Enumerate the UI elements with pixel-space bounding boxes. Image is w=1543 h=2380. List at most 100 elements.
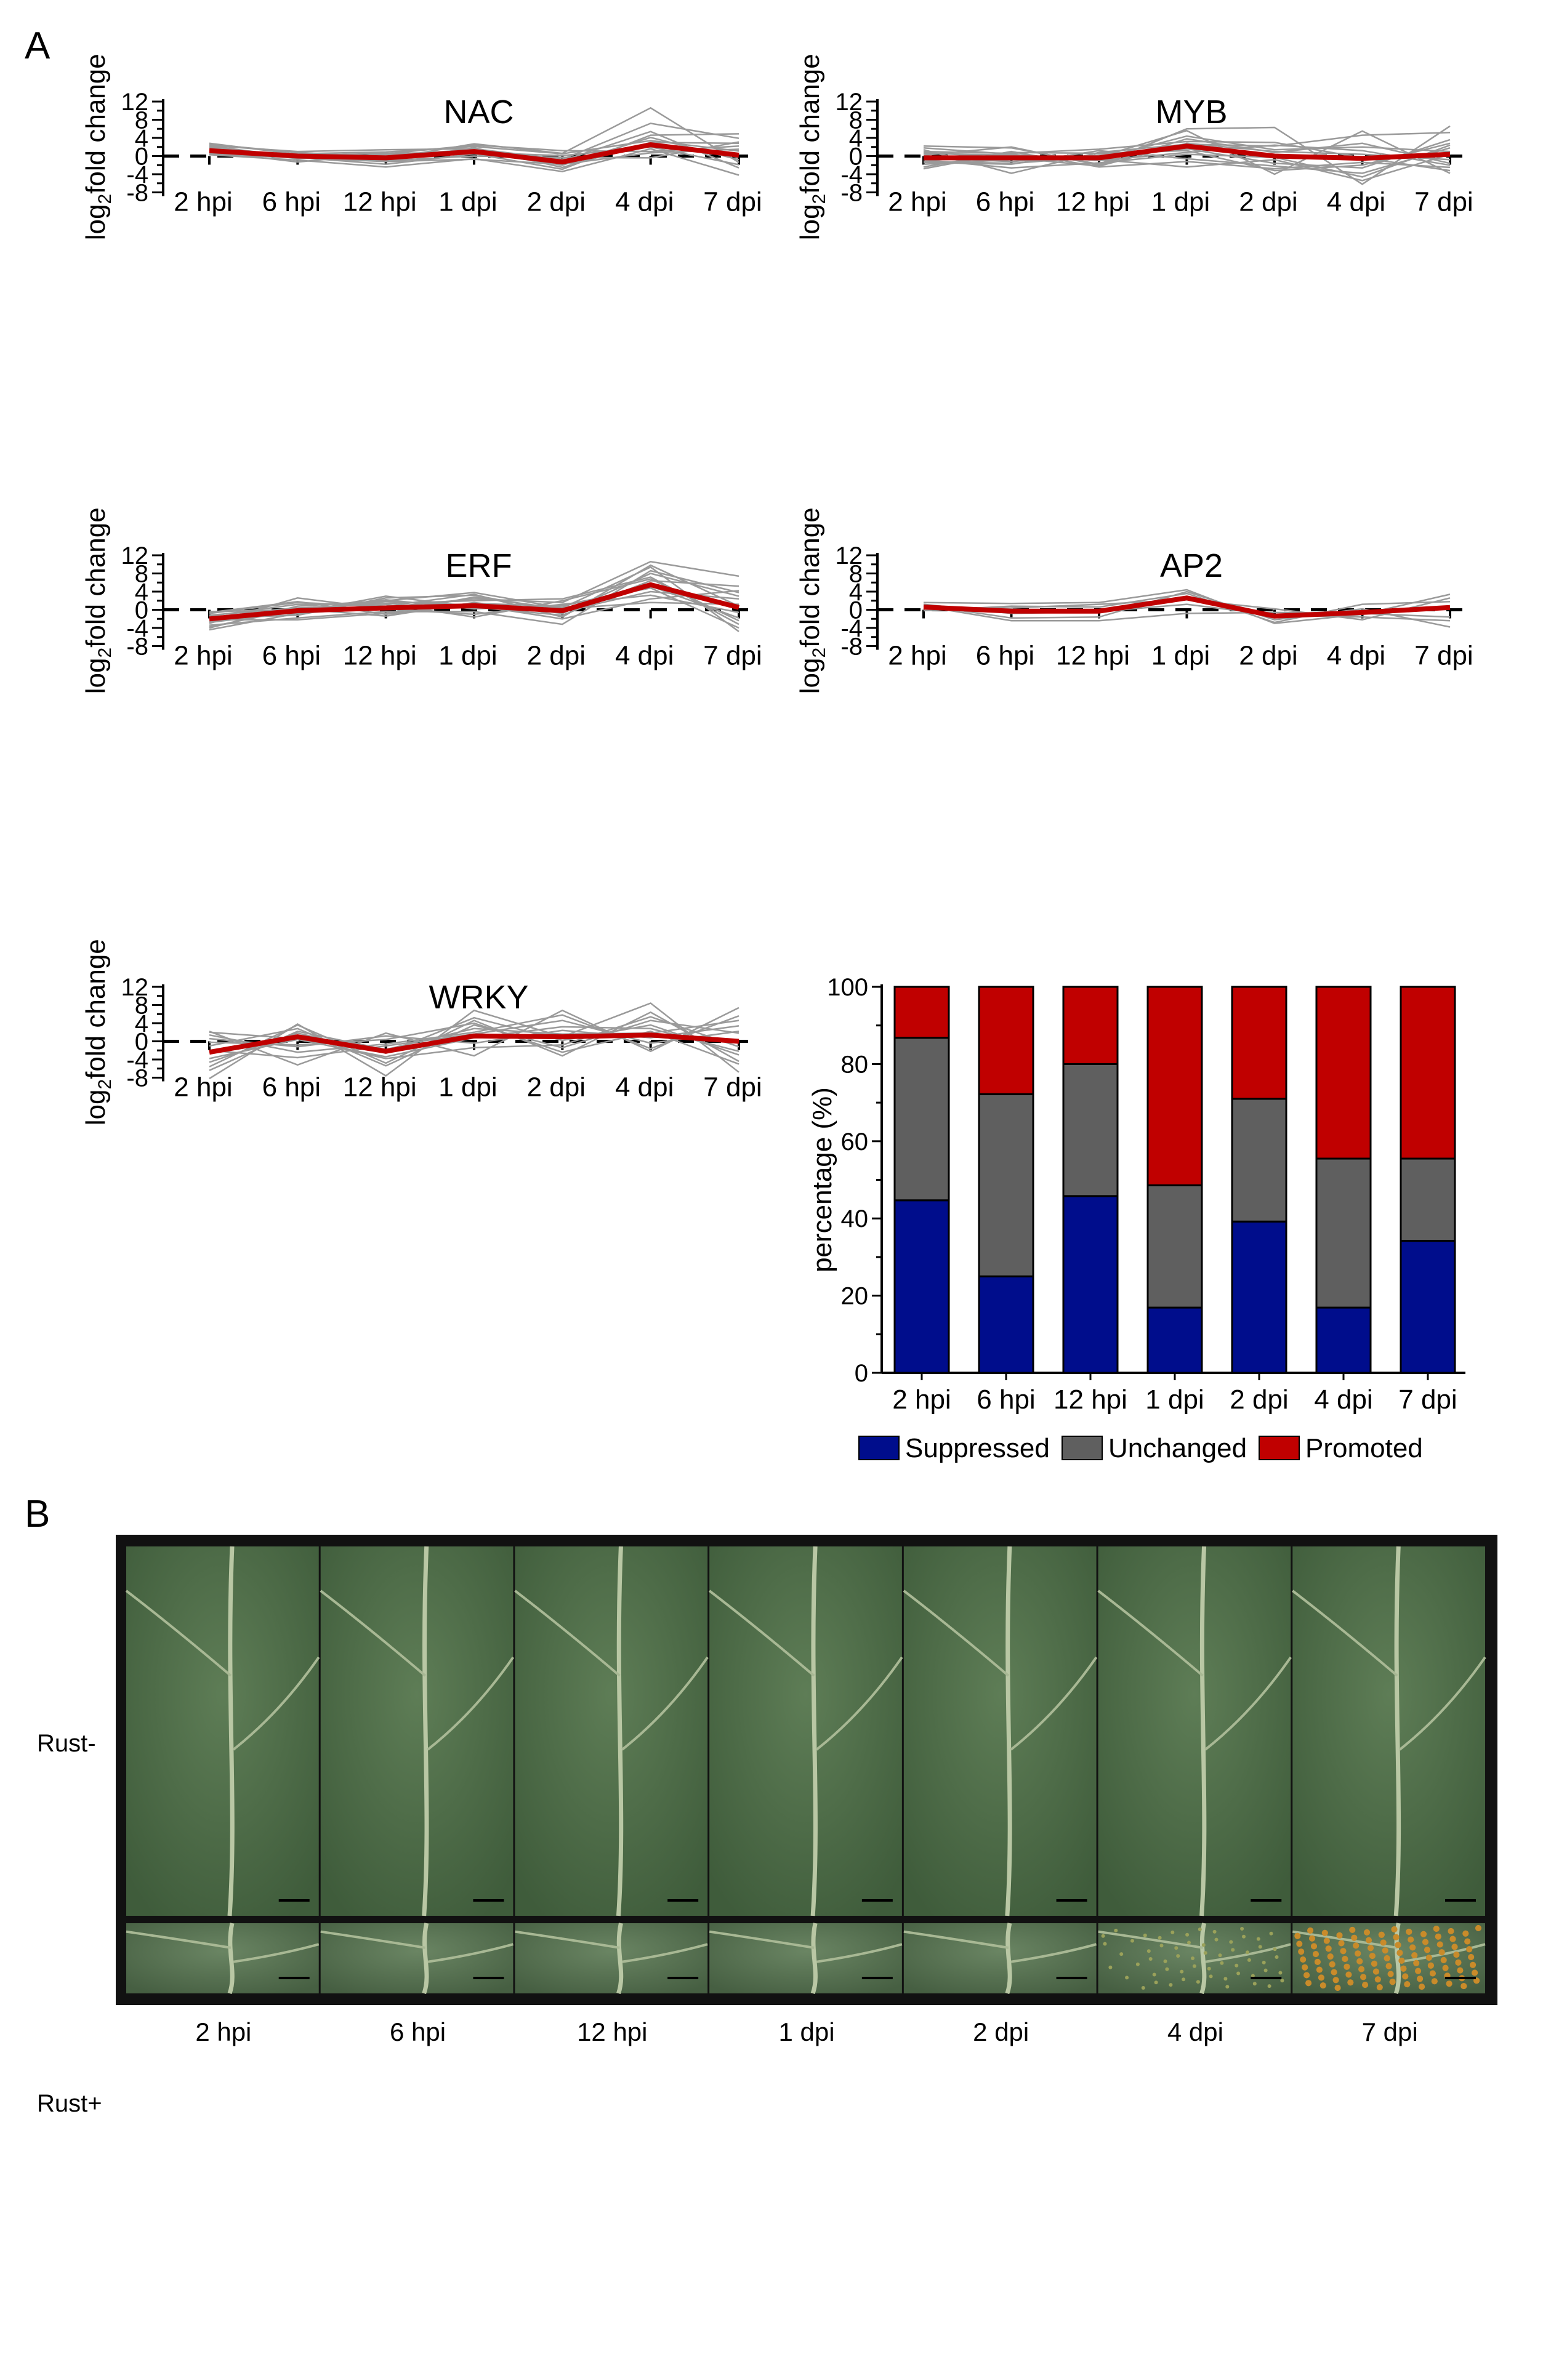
y-tick-label: 4 <box>849 125 863 152</box>
rust-pustule <box>1314 1958 1321 1965</box>
rust-pustule <box>1374 1976 1381 1983</box>
x-tick-label: 2 hpi <box>174 187 232 217</box>
rust-pustule <box>1435 1933 1441 1940</box>
x-tick-label: 12 hpi <box>343 187 417 217</box>
rust-pustule <box>1313 1951 1319 1958</box>
gene-series-line <box>923 142 1451 172</box>
rust-pustule <box>1420 1931 1427 1937</box>
rust-pustule <box>1351 1934 1358 1941</box>
leaf-midrib <box>227 1923 235 1995</box>
rust-pustule <box>1247 1958 1251 1962</box>
rust-pustule <box>1170 1930 1175 1934</box>
rust-pustule <box>1203 1951 1207 1955</box>
rust-pustule <box>1114 1928 1118 1932</box>
rust-pustule <box>1355 1950 1361 1957</box>
rust-pustule <box>1413 1960 1420 1966</box>
rust-pustule <box>1353 1942 1360 1949</box>
rust-pustule <box>1440 1956 1447 1963</box>
gene-series-line <box>923 590 1451 628</box>
gene-series-line <box>923 592 1451 624</box>
leaf-background <box>903 1923 1097 1993</box>
rust-pustule <box>1256 1937 1260 1941</box>
x-tick-label: 2 dpi <box>1239 641 1297 671</box>
rust-pustule <box>1451 1944 1458 1950</box>
y-axis-label-main: log <box>81 204 111 241</box>
gene-series-line <box>209 1019 739 1067</box>
leaf-vein <box>1097 1590 1204 1677</box>
rust-pustule <box>1246 1950 1249 1955</box>
x-tick-label: 2 dpi <box>1230 1385 1288 1415</box>
y-axis-label: log2fold change <box>795 54 829 240</box>
leaf-vein <box>815 1656 903 1751</box>
gene-series-line <box>923 144 1451 178</box>
legend-label-unchanged: Unchanged <box>1108 1433 1247 1463</box>
rust-pustule <box>1135 1962 1140 1966</box>
x-tick-label: 2 dpi <box>1239 187 1297 217</box>
leaf-vein <box>1098 1930 1203 1949</box>
bar-suppressed <box>1315 1306 1372 1374</box>
y-axis-label-subscript: 2 <box>809 194 829 204</box>
gene-series-line <box>923 138 1451 166</box>
rust-pustule <box>1305 1980 1312 1987</box>
rust-pustule <box>1468 1954 1475 1960</box>
x-tick-label: 4 dpi <box>1314 1385 1372 1415</box>
x-tick-label: 7 dpi <box>703 641 762 671</box>
leaf-midrib <box>1393 1923 1401 1995</box>
y-tick-label: 12 <box>836 89 863 116</box>
bar-suppressed <box>1062 1195 1119 1374</box>
leaf-vein <box>816 1943 903 1963</box>
rust-pustule <box>1424 1947 1430 1953</box>
leaf-photo <box>903 1923 1097 1995</box>
rust-pustule <box>1404 1981 1411 1988</box>
leaf-midrib <box>422 1546 429 1916</box>
rust-pustule <box>1389 1979 1396 1985</box>
y-tick-label: -4 <box>840 615 863 642</box>
rust-pustule <box>1358 1966 1365 1972</box>
mean-series-line <box>924 143 1451 161</box>
y-axis-label-main: log <box>81 658 111 694</box>
y-tick-label: 4 <box>135 1010 148 1037</box>
rust-pustule <box>1455 1959 1462 1966</box>
rust-pustule <box>1360 1974 1367 1980</box>
legend-swatch-unchanged <box>1062 1436 1103 1460</box>
rust-pustule <box>1191 1956 1195 1960</box>
column-label: 6 hpi <box>390 2017 446 2046</box>
bar-unchanged <box>1231 1098 1287 1223</box>
leaf-photo <box>1098 1923 1291 1995</box>
x-tick-label: 6 hpi <box>262 187 321 217</box>
x-tick-label: 2 hpi <box>174 641 232 671</box>
x-tick-label: 2 hpi <box>892 1385 951 1415</box>
rust-pustule <box>1275 1955 1279 1959</box>
rust-pustule <box>1369 1953 1376 1960</box>
y-tick-label: -4 <box>840 161 863 188</box>
rust-pustule <box>1262 1960 1266 1964</box>
gene-series-line <box>209 590 739 619</box>
rust-pustule <box>1158 1936 1162 1940</box>
x-tick-label: 6 hpi <box>262 1072 321 1103</box>
y-tick-label: -8 <box>126 1065 148 1092</box>
rust-pustule <box>1422 1939 1428 1945</box>
rust-pustule <box>1464 1938 1471 1945</box>
gene-series-line <box>923 147 1451 174</box>
y-axis-label: log2fold change <box>795 507 829 694</box>
leaf-photo <box>1097 1546 1292 1916</box>
panel-b-label: B <box>25 1493 50 1535</box>
rust-pustule <box>1231 1948 1235 1952</box>
x-tick-label: 2 hpi <box>174 1072 232 1103</box>
y-tick-label: 100 <box>827 974 868 1001</box>
rust-pustule <box>1319 1982 1326 1989</box>
y-axis-label: percentage (%) <box>807 1087 837 1272</box>
rust-pustule <box>1419 1984 1425 1990</box>
rust-pustule <box>1207 1966 1211 1971</box>
y-tick-label: 4 <box>135 579 148 606</box>
rust-pustule <box>1294 1932 1301 1939</box>
y-tick-label: 20 <box>841 1283 869 1310</box>
legend-label-suppressed: Suppressed <box>905 1433 1050 1463</box>
rust-pustule <box>1316 1966 1323 1973</box>
bar-suppressed <box>893 1199 950 1374</box>
rust-pustule <box>1417 1976 1424 1982</box>
rust-pustule <box>1336 1932 1343 1939</box>
rust-pustule <box>1433 1926 1440 1932</box>
